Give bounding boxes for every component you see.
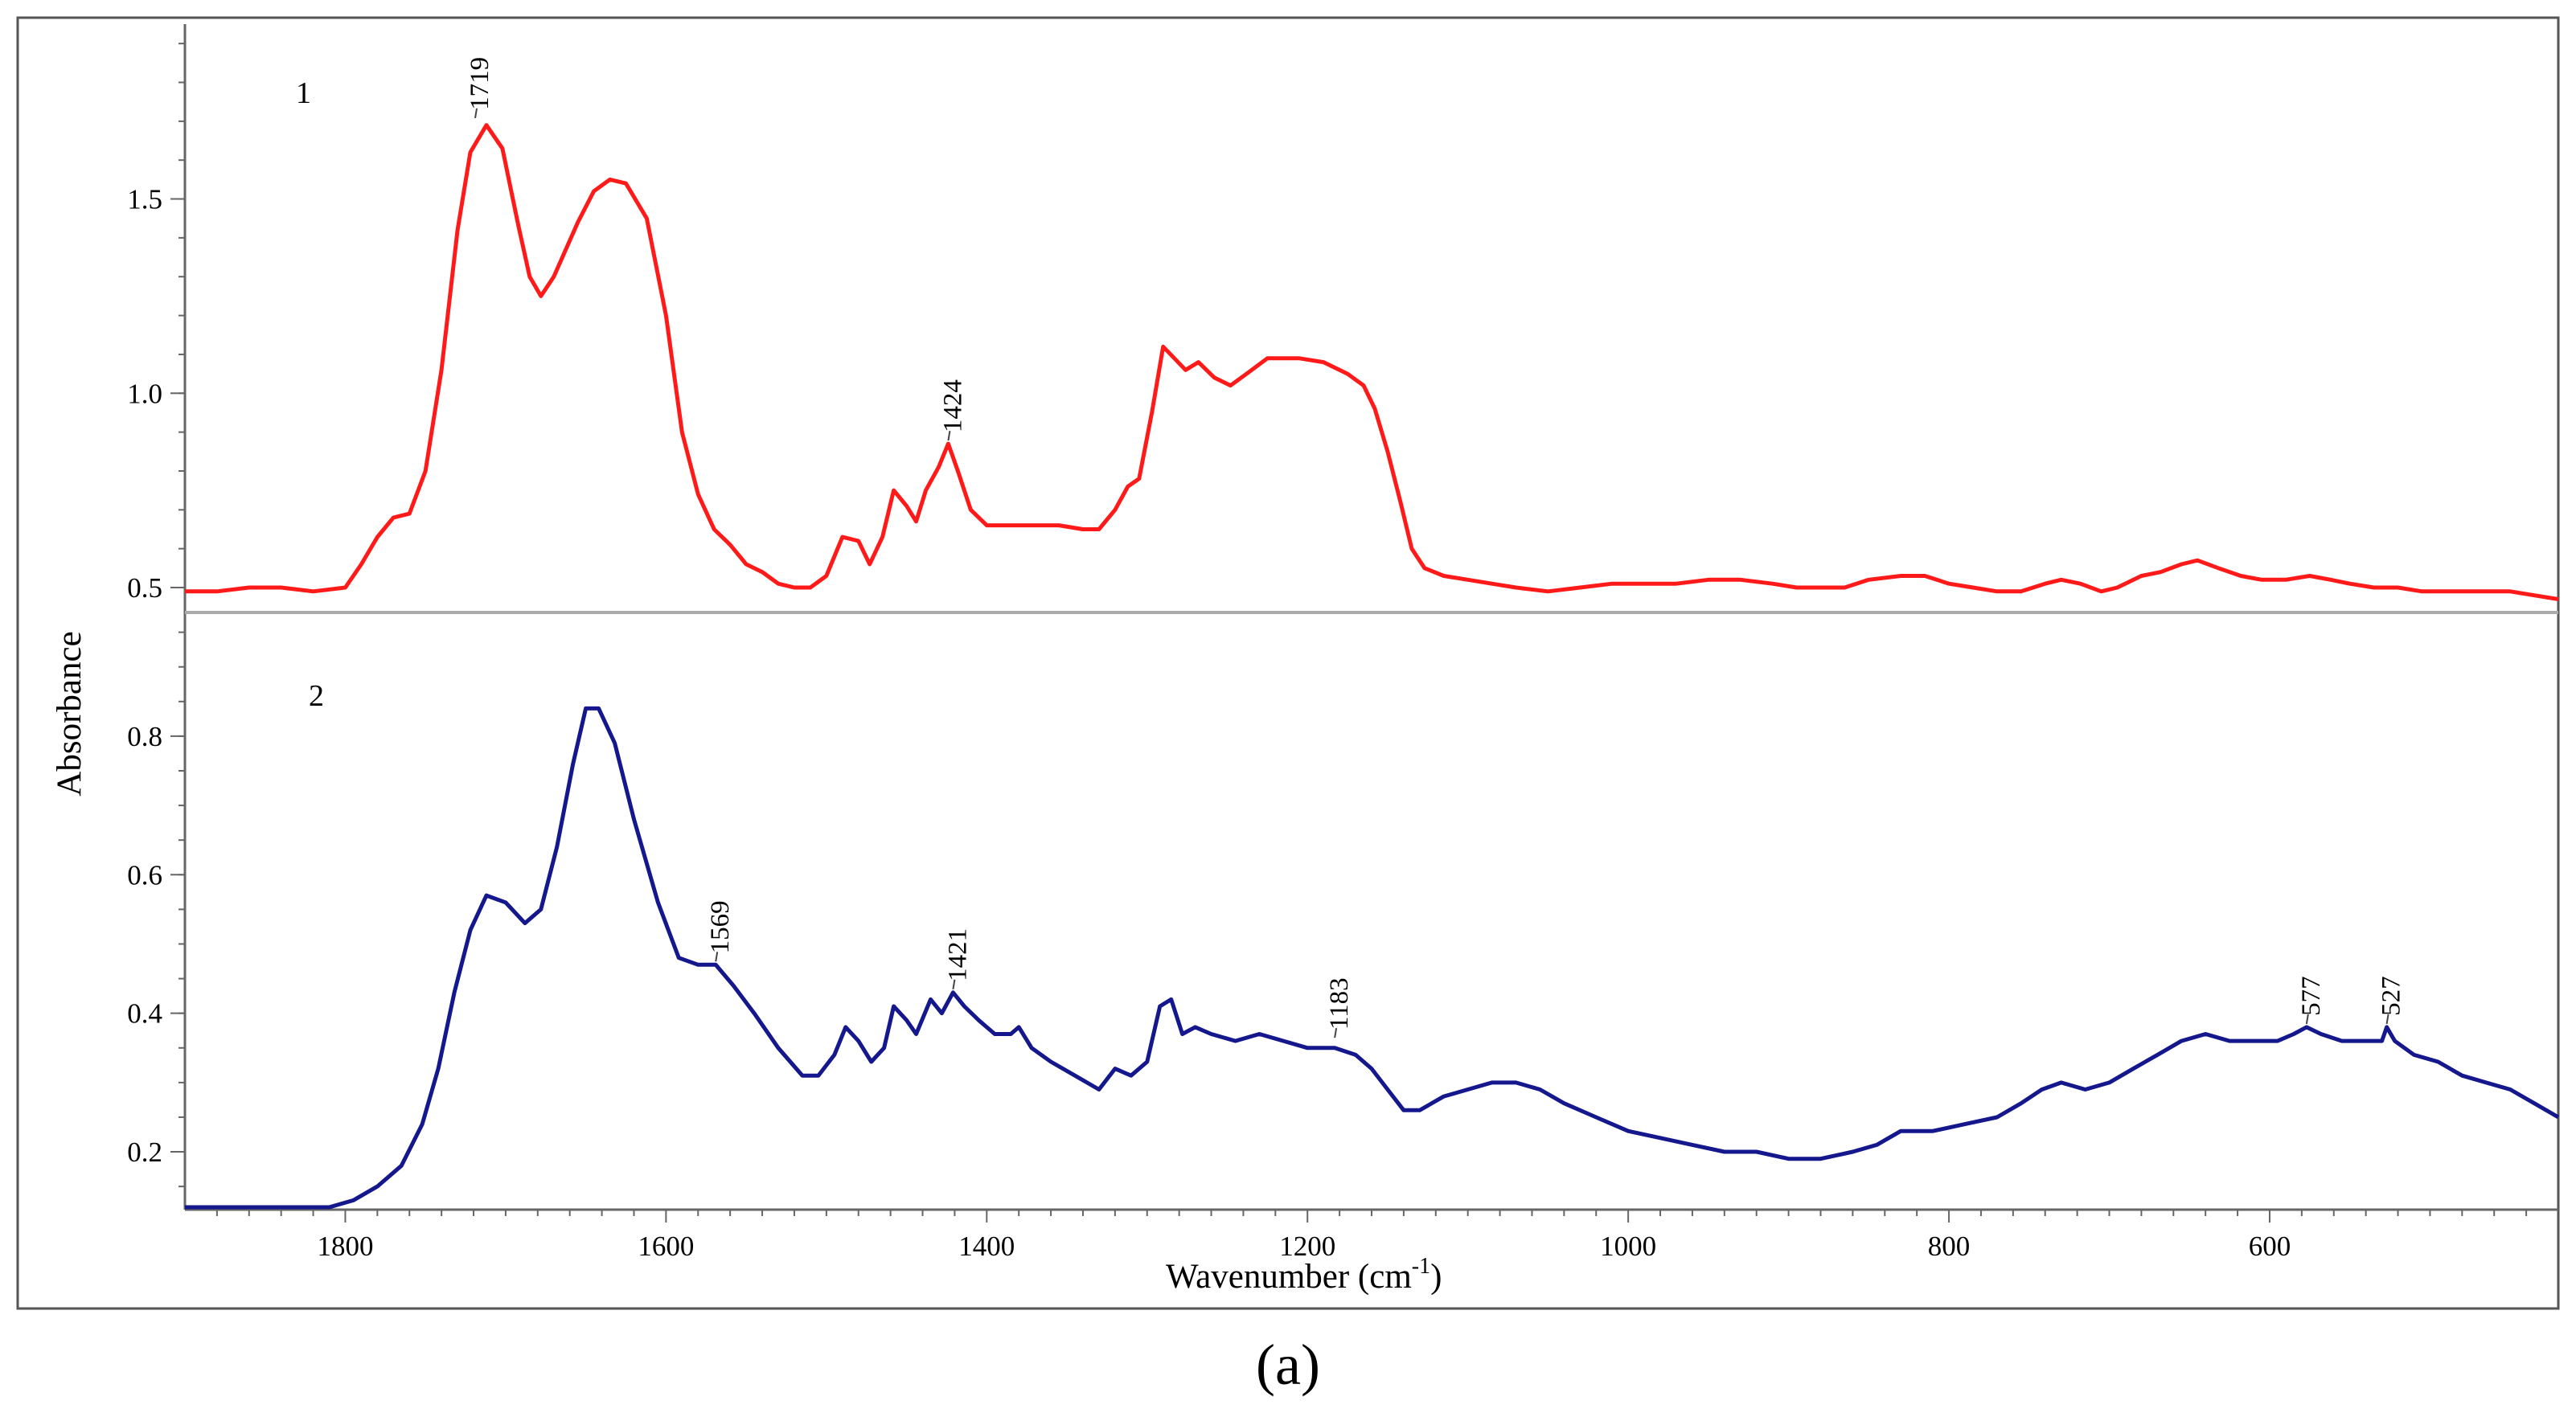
spectrum-line-2 bbox=[185, 706, 2560, 1210]
peak-label: 1719 bbox=[466, 57, 494, 110]
peak-marker bbox=[1334, 1027, 1338, 1038]
peak-marker bbox=[2385, 1014, 2389, 1025]
figure-frame bbox=[16, 16, 2560, 1310]
y-tick-label: 1.5 bbox=[127, 184, 162, 215]
y-tick-label: 1.0 bbox=[127, 378, 162, 409]
peak-label: 1421 bbox=[943, 928, 972, 981]
figure-caption: (a) bbox=[1256, 1333, 1320, 1397]
y-axis-title: Absorbance bbox=[51, 631, 88, 796]
x-tick-label: 1400 bbox=[958, 1231, 1015, 1262]
spectrum-line-1 bbox=[185, 123, 2559, 601]
x-tick-label: 1200 bbox=[1279, 1231, 1335, 1262]
y-tick-label: 0.5 bbox=[127, 572, 162, 604]
peak-label: 1183 bbox=[1325, 977, 1354, 1030]
peak-marker bbox=[2305, 1014, 2309, 1025]
x-tick-label: 600 bbox=[2249, 1231, 2291, 1262]
y-tick-label: 0.2 bbox=[127, 1137, 162, 1168]
peak-label: 1424 bbox=[938, 379, 967, 432]
peak-label: 527 bbox=[2377, 976, 2406, 1016]
peak-marker bbox=[947, 430, 951, 441]
peak-label: 1569 bbox=[706, 900, 735, 953]
y-tick-label: 0.8 bbox=[127, 721, 162, 752]
peak-marker bbox=[715, 952, 719, 962]
x-tick-label: 1800 bbox=[317, 1231, 373, 1262]
peak-marker bbox=[952, 979, 956, 989]
x-tick-label: 1600 bbox=[638, 1231, 694, 1262]
peak-marker bbox=[474, 108, 478, 119]
trace-label: 2 bbox=[309, 679, 324, 713]
peak-label: 577 bbox=[2297, 976, 2326, 1016]
y-tick-label: 0.6 bbox=[127, 859, 162, 891]
trace-label: 1 bbox=[296, 76, 311, 110]
x-axis-title: Wavenumber (cm-1) bbox=[1166, 1254, 1442, 1296]
x-tick-label: 1000 bbox=[1600, 1231, 1656, 1262]
x-tick-label: 800 bbox=[1928, 1231, 1971, 1262]
y-tick-label: 0.4 bbox=[127, 998, 162, 1030]
